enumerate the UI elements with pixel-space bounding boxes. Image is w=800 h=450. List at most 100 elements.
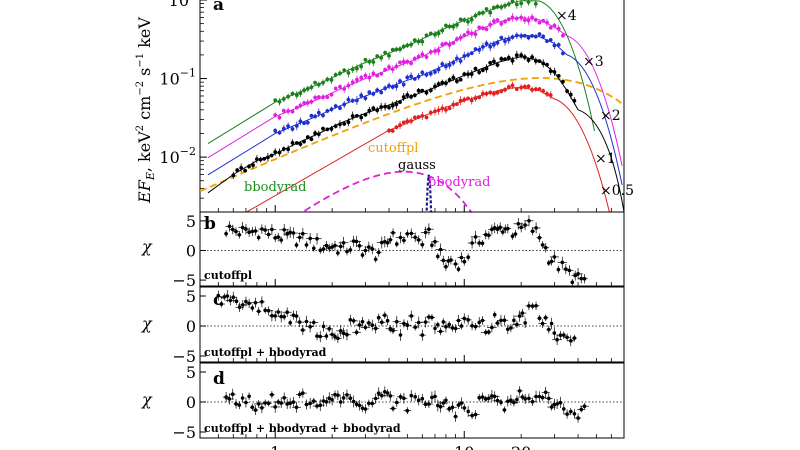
residual-point — [291, 313, 296, 318]
data-point — [477, 95, 482, 100]
data-point — [350, 114, 355, 118]
residual-point — [579, 276, 584, 281]
data-point — [433, 84, 437, 89]
data-point — [424, 33, 429, 38]
residual-point — [385, 391, 390, 395]
data-point — [329, 78, 334, 82]
data-point — [447, 63, 452, 67]
residual-point — [441, 320, 446, 324]
data-point — [499, 57, 504, 61]
panel-a-x-ticks — [217, 205, 612, 212]
data-point — [281, 97, 286, 101]
residual-point — [453, 262, 458, 266]
data-point — [294, 93, 299, 98]
data-point — [444, 41, 448, 46]
residual-point — [438, 329, 443, 334]
data-point — [519, 15, 524, 20]
data-point — [545, 92, 549, 96]
data-point — [375, 54, 380, 59]
residual-point — [430, 395, 434, 400]
data-point — [405, 119, 410, 123]
data-point — [262, 156, 267, 161]
data-point — [484, 27, 489, 32]
panel-b-y-ticks: −5 0 5 — [172, 212, 206, 290]
residual-point — [427, 227, 431, 231]
data-point — [409, 119, 413, 123]
data-point — [495, 63, 500, 67]
x-tick-label: 10 — [454, 443, 474, 450]
residual-point — [330, 332, 334, 337]
panel-b-y-axis-label: χ — [141, 237, 153, 256]
data-point — [503, 39, 507, 44]
residual-point — [376, 250, 381, 255]
data-point — [492, 19, 496, 24]
residual-point — [549, 321, 554, 326]
residual-point — [336, 336, 340, 341]
residual-point — [256, 402, 261, 406]
data-point — [466, 19, 470, 24]
residual-point — [480, 241, 485, 246]
data-point — [484, 41, 489, 46]
residual-point — [341, 241, 346, 245]
data-point — [420, 39, 425, 44]
data-point — [375, 108, 380, 113]
residual-point — [477, 395, 482, 400]
panel-c-label: c — [213, 290, 223, 310]
data-point — [492, 42, 496, 47]
data-point — [433, 32, 437, 37]
data-point — [473, 66, 478, 71]
data-point — [333, 104, 338, 109]
data-point — [503, 87, 507, 92]
residual-point — [430, 315, 434, 320]
residual-point — [263, 308, 268, 313]
data-point — [394, 84, 399, 89]
residual-points — [222, 386, 590, 423]
data-point — [346, 71, 351, 75]
data-point — [495, 18, 500, 22]
data-point — [533, 2, 538, 6]
data-point — [273, 113, 278, 117]
data-point — [258, 157, 263, 162]
residual-point — [450, 405, 455, 410]
residual-point — [509, 326, 513, 330]
residual-point — [247, 230, 251, 234]
data-point — [412, 77, 417, 81]
residual-point — [395, 242, 399, 246]
data-point — [298, 91, 303, 96]
data-point — [394, 125, 399, 130]
data-point — [313, 80, 317, 85]
residual-point — [348, 396, 353, 401]
residual-point — [224, 395, 228, 399]
data-point — [488, 90, 493, 95]
data-point — [359, 115, 364, 120]
residual-point — [360, 253, 365, 257]
residual-point — [447, 322, 452, 327]
data-point — [363, 112, 368, 117]
panel-d: −505 d cutoffpl + bbodyrad + bbodyrad χ … — [141, 362, 625, 450]
data-point — [387, 105, 391, 110]
data-point — [313, 114, 317, 119]
scale-factor-label: ×0.5 — [600, 183, 634, 199]
data-point — [333, 86, 338, 91]
data-point — [363, 73, 368, 78]
data-point — [401, 82, 406, 87]
residual-point — [513, 232, 518, 236]
residual-point — [427, 402, 431, 406]
panel-d-x-ticks — [217, 431, 612, 438]
panel-d-model-label: cutoffpl + bbodyrad + bbodyrad — [204, 422, 401, 435]
data-point — [499, 5, 504, 9]
data-point — [477, 25, 482, 30]
residual-point — [301, 328, 305, 332]
residual-point — [227, 397, 232, 401]
data-point — [568, 92, 573, 97]
residual-point — [308, 401, 313, 406]
data-point — [277, 130, 282, 135]
residual-point — [427, 315, 431, 319]
y-tick-label: 10−1 — [159, 67, 196, 89]
residual-point — [549, 405, 554, 409]
panel-d-y-axis-label: χ — [141, 390, 153, 409]
residual-point — [492, 312, 497, 317]
y-tick-label: 0 — [186, 317, 196, 336]
residual-point — [515, 322, 519, 327]
residual-point — [502, 408, 507, 412]
